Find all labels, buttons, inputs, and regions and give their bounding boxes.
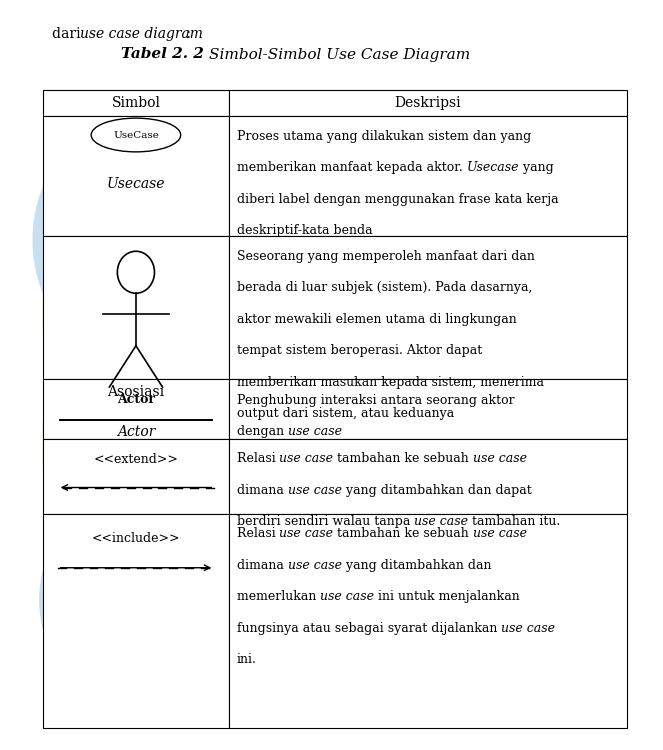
- Bar: [229, 90, 627, 116]
- Text: Tabel 2. 2: Tabel 2. 2: [121, 47, 209, 62]
- Text: yang ditambahkan dan: yang ditambahkan dan: [341, 559, 491, 572]
- Circle shape: [117, 251, 154, 293]
- Text: <<include>>: <<include>>: [91, 532, 180, 545]
- Text: ini untuk menjalankan: ini untuk menjalankan: [374, 590, 520, 603]
- Bar: [43, 90, 229, 116]
- Text: memerlukan: memerlukan: [237, 590, 320, 603]
- Bar: [43, 420, 90, 469]
- Text: use case: use case: [288, 484, 341, 496]
- Text: use case: use case: [279, 452, 333, 465]
- Text: Asosiasi: Asosiasi: [107, 386, 164, 399]
- Text: use case diagram: use case diagram: [80, 27, 202, 41]
- Bar: [229, 116, 627, 236]
- Text: use case: use case: [473, 527, 527, 540]
- Bar: [43, 379, 229, 439]
- Circle shape: [33, 112, 259, 368]
- Text: dimana: dimana: [237, 559, 288, 572]
- Text: Simbol-Simbol Use Case Diagram: Simbol-Simbol Use Case Diagram: [209, 47, 470, 62]
- Ellipse shape: [91, 118, 180, 152]
- Text: Usecase: Usecase: [107, 177, 165, 190]
- Text: Actor: Actor: [117, 424, 155, 439]
- Text: Simbol: Simbol: [111, 96, 160, 110]
- Text: ini.: ini.: [237, 653, 257, 666]
- Text: tambahan ke sebuah: tambahan ke sebuah: [333, 527, 473, 540]
- Text: dari: dari: [52, 27, 85, 41]
- Text: Seseorang yang memperoleh manfaat dari dan: Seseorang yang memperoleh manfaat dari d…: [237, 250, 534, 262]
- Text: use case: use case: [473, 452, 527, 465]
- Text: use case: use case: [288, 559, 341, 572]
- Text: use case: use case: [320, 590, 374, 603]
- Text: dimana: dimana: [237, 484, 288, 496]
- Text: yang ditambahkan dan dapat: yang ditambahkan dan dapat: [341, 484, 531, 496]
- Bar: [229, 379, 627, 439]
- Text: dengan: dengan: [237, 425, 288, 438]
- Text: fungsinya atau sebagai syarat dijalankan: fungsinya atau sebagai syarat dijalankan: [237, 622, 501, 634]
- Text: UseCase: UseCase: [113, 130, 159, 140]
- Text: Actor: Actor: [117, 393, 155, 406]
- Bar: [229, 439, 627, 514]
- Text: tempat sistem beroperasi. Aktor dapat: tempat sistem beroperasi. Aktor dapat: [237, 344, 482, 357]
- Bar: [43, 439, 229, 514]
- Text: Penghubung interaksi antara seorang aktor: Penghubung interaksi antara seorang akto…: [237, 394, 514, 406]
- Bar: [229, 236, 627, 379]
- Text: tambahan itu.: tambahan itu.: [468, 515, 560, 528]
- Text: <<extend>>: <<extend>>: [93, 453, 178, 466]
- Bar: [229, 514, 627, 728]
- Text: tambahan ke sebuah: tambahan ke sebuah: [333, 452, 473, 465]
- Text: deskriptif-kata benda: deskriptif-kata benda: [237, 224, 373, 237]
- Bar: [43, 116, 229, 236]
- Text: output dari sistem, atau keduanya: output dari sistem, atau keduanya: [237, 407, 454, 420]
- Text: aktor mewakili elemen utama di lingkungan: aktor mewakili elemen utama di lingkunga…: [237, 313, 516, 326]
- Text: berada di luar subjek (sistem). Pada dasarnya,: berada di luar subjek (sistem). Pada das…: [237, 281, 532, 294]
- Bar: [156, 610, 206, 641]
- Bar: [43, 514, 229, 728]
- Bar: [43, 590, 86, 626]
- Text: use case: use case: [288, 425, 342, 438]
- Text: Proses utama yang dilakukan sistem dan yang: Proses utama yang dilakukan sistem dan y…: [237, 130, 531, 142]
- Text: Relasi: Relasi: [237, 527, 279, 540]
- Text: use case: use case: [501, 622, 555, 634]
- Text: diberi label dengan menggunakan frase kata kerja: diberi label dengan menggunakan frase ka…: [237, 193, 558, 206]
- Text: memberikan manfaat kepada aktor.: memberikan manfaat kepada aktor.: [237, 161, 467, 174]
- Text: Usecase: Usecase: [467, 161, 519, 174]
- Text: berdiri sendiri walau tanpa: berdiri sendiri walau tanpa: [237, 515, 414, 528]
- Bar: [43, 292, 90, 334]
- Text: Deskripsi: Deskripsi: [394, 96, 461, 110]
- Text: use case: use case: [414, 515, 468, 528]
- Bar: [43, 236, 229, 379]
- Text: yang: yang: [519, 161, 554, 174]
- Text: memberikan masukan kepada sistem, menerima: memberikan masukan kepada sistem, meneri…: [237, 376, 544, 388]
- Text: :: :: [182, 27, 192, 41]
- Circle shape: [40, 495, 225, 705]
- Bar: [139, 437, 199, 469]
- Text: Relasi: Relasi: [237, 452, 279, 465]
- Text: use case: use case: [279, 527, 333, 540]
